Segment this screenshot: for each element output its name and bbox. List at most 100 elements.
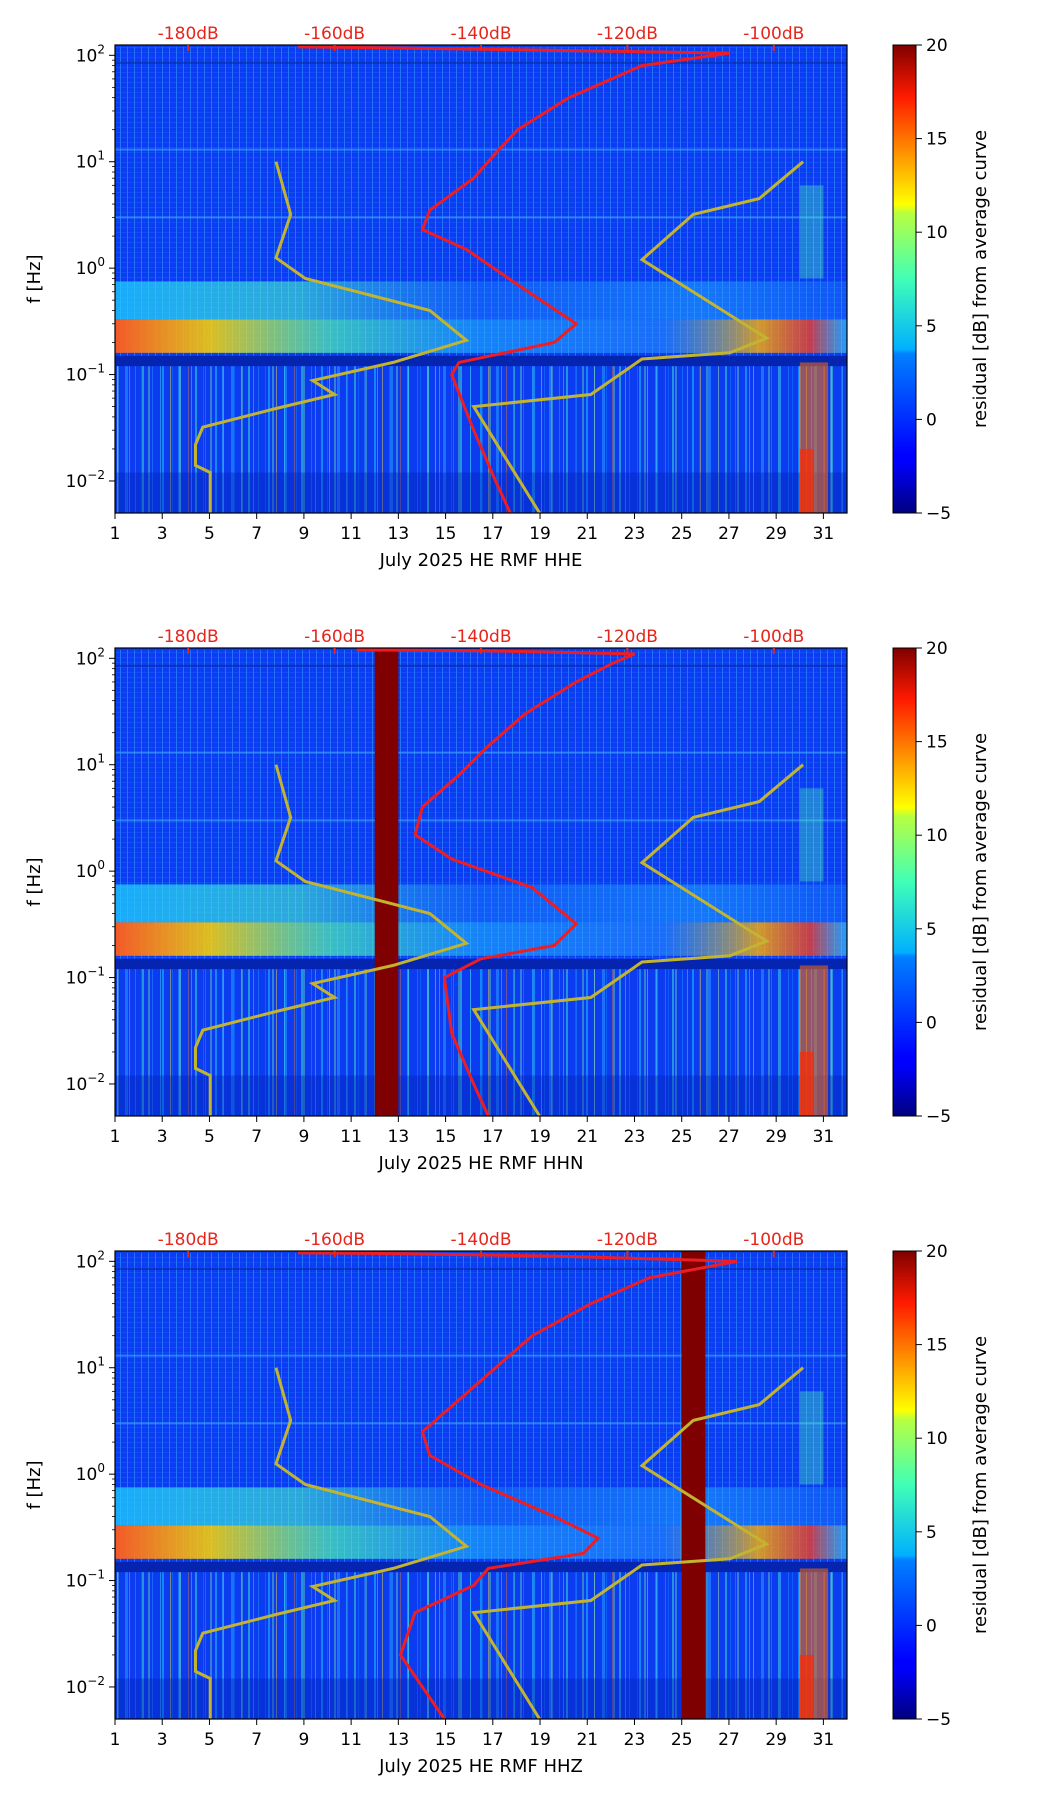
db-axis-label: -180dB (158, 24, 219, 44)
db-axis-label: -180dB (158, 627, 219, 647)
db-axis-label: -160dB (304, 627, 365, 647)
x-tick-label: 25 (671, 524, 693, 544)
x-tick-label: 29 (765, 1127, 787, 1147)
x-tick-label: 19 (529, 1730, 551, 1750)
lf-floor (115, 1678, 847, 1719)
x-tick-label: 11 (340, 1127, 362, 1147)
colorbar-gradient (892, 1250, 917, 1720)
microseism-band-main (115, 1525, 847, 1559)
x-tick-label: 27 (718, 524, 740, 544)
x-tick-label: 13 (388, 1730, 410, 1750)
x-tick-label: 7 (251, 1127, 262, 1147)
y-tick-label: 100 (76, 858, 105, 882)
x-tick-label: 25 (671, 1127, 693, 1147)
hf-line (115, 664, 847, 667)
burst-lf-core (799, 1051, 814, 1116)
x-axis-label: July 2025 HE RMF HHE (379, 550, 583, 571)
y-tick-label: 10−2 (66, 1674, 105, 1698)
average-psd-curve (297, 1251, 738, 1719)
y-tick-label: 10−1 (66, 965, 105, 989)
burst-hf (799, 1391, 824, 1485)
db-axis-label: -160dB (304, 24, 365, 44)
colorbar-tick-label: 20 (926, 1242, 948, 1262)
colorbar-tick-label: 5 (926, 920, 937, 940)
hf-line (115, 61, 847, 64)
average-psd-curve (356, 648, 636, 1116)
db-axis-label: -140dB (450, 627, 511, 647)
x-tick-label: 29 (765, 524, 787, 544)
x-tick-label: 11 (340, 524, 362, 544)
x-tick-label: 3 (157, 524, 168, 544)
colorbar-tick-label: 0 (926, 410, 937, 430)
x-tick-label: 21 (576, 1127, 598, 1147)
noise-model-low-curve (194, 1367, 470, 1719)
average-psd-curve (297, 45, 731, 513)
colorbar-tick-label: 15 (926, 733, 948, 753)
burst-hf (799, 788, 824, 882)
burst-lf-core (799, 448, 814, 513)
x-tick-label: 17 (482, 1127, 504, 1147)
db-axis-label: -120dB (597, 24, 658, 44)
y-tick-label: 101 (76, 149, 105, 173)
x-tick-label: 15 (435, 1127, 457, 1147)
x-tick-label: 3 (157, 1127, 168, 1147)
x-tick-label: 5 (204, 1127, 215, 1147)
noise-model-low-curve (194, 161, 470, 513)
hf-line (115, 1354, 847, 1357)
x-tick-label: 27 (718, 1730, 740, 1750)
noise-model-low-curve (194, 764, 470, 1116)
colorbar-tick-label: 10 (926, 1429, 948, 1449)
colorbar-tick-label: 15 (926, 1336, 948, 1356)
colorbar-tick-label: 10 (926, 223, 948, 243)
x-tick-label: 15 (435, 524, 457, 544)
colorbar-tick-label: −5 (926, 1107, 951, 1127)
db-axis-label: -100dB (743, 24, 804, 44)
y-axis-label: f [Hz] (24, 254, 45, 303)
colorbar-label: residual [dB] from average curve (970, 1336, 991, 1634)
y-tick-label: 10−1 (66, 362, 105, 386)
noise-model-high-curve (471, 1366, 805, 1719)
colorbar-tick-label: 5 (926, 1523, 937, 1543)
data-gap (681, 1251, 706, 1719)
microseism-band-upper (115, 281, 847, 320)
x-tick-label: 25 (671, 1730, 693, 1750)
db-axis-label: -100dB (743, 1230, 804, 1250)
x-tick-label: 7 (251, 524, 262, 544)
y-tick-label: 102 (76, 1248, 105, 1272)
colorbar-tick-label: 0 (926, 1013, 937, 1033)
x-tick-label: 27 (718, 1127, 740, 1147)
x-tick-label: 9 (298, 1730, 309, 1750)
db-axis-label: -140dB (450, 24, 511, 44)
x-tick-label: 5 (204, 524, 215, 544)
x-tick-label: 1 (110, 1730, 121, 1750)
x-tick-label: 3 (157, 1730, 168, 1750)
x-tick-label: 15 (435, 1730, 457, 1750)
db-axis-label: -160dB (304, 1230, 365, 1250)
colorbar-gradient (892, 647, 917, 1117)
x-tick-label: 31 (813, 1730, 835, 1750)
x-tick-label: 7 (251, 1730, 262, 1750)
x-tick-label: 1 (110, 1127, 121, 1147)
hf-line (115, 1267, 847, 1270)
colorbar-label: residual [dB] from average curve (970, 130, 991, 428)
dark-notch-band (115, 1561, 847, 1573)
hf-line (115, 819, 847, 822)
noise-model-high-curve (471, 160, 805, 513)
burst-lf-core (799, 1654, 814, 1719)
db-axis-label: -100dB (743, 627, 804, 647)
colorbar-tick-label: 20 (926, 36, 948, 56)
x-tick-label: 23 (624, 1127, 646, 1147)
spectrogram-image (115, 648, 847, 1116)
colorbar-tick-label: 0 (926, 1616, 937, 1636)
colorbar-tick-label: 15 (926, 130, 948, 150)
y-tick-label: 10−1 (66, 1568, 105, 1592)
x-axis-label: July 2025 HE RMF HHZ (378, 1756, 583, 1777)
colorbar-tick-label: 5 (926, 317, 937, 337)
dark-notch-band (115, 355, 847, 367)
dark-notch-band (115, 958, 847, 970)
y-axis-label: f [Hz] (24, 1460, 45, 1509)
microseism-band-main (115, 922, 847, 956)
y-tick-label: 101 (76, 1355, 105, 1379)
